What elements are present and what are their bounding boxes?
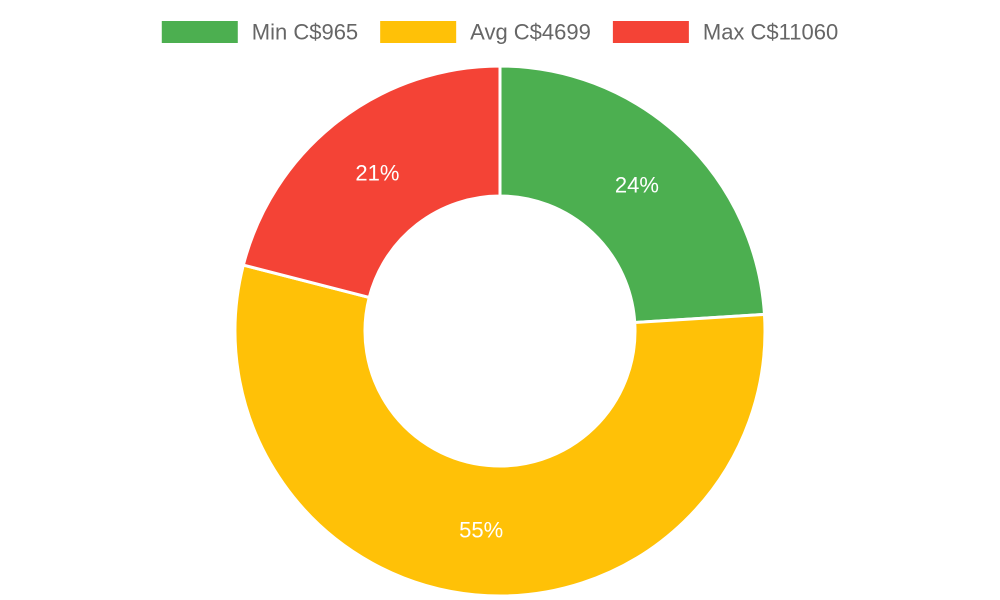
- legend-swatch-min: [161, 21, 238, 43]
- legend-label-avg: Avg C$4699: [470, 20, 591, 45]
- slice-label-max: 21%: [355, 160, 399, 185]
- legend-item-max[interactable]: Max C$11060: [612, 20, 838, 45]
- chart-legend: Min C$965 Avg C$4699 Max C$11060: [161, 20, 838, 45]
- chart-slice-labels: 24% 55% 21%: [355, 160, 659, 542]
- legend-item-min[interactable]: Min C$965: [161, 20, 358, 45]
- legend-swatch-avg: [380, 21, 457, 43]
- slice-label-avg: 55%: [459, 518, 503, 543]
- slice-label-min: 24%: [615, 173, 659, 198]
- slice-avg[interactable]: [233, 263, 767, 598]
- legend-label-max: Max C$11060: [703, 20, 838, 45]
- legend-label-min: Min C$965: [252, 20, 358, 45]
- slice-max[interactable]: [241, 64, 502, 300]
- legend-swatch-max: [612, 21, 689, 43]
- slice-min[interactable]: [498, 64, 767, 325]
- legend-item-avg[interactable]: Avg C$4699: [380, 20, 591, 45]
- chart-slices: [233, 64, 767, 598]
